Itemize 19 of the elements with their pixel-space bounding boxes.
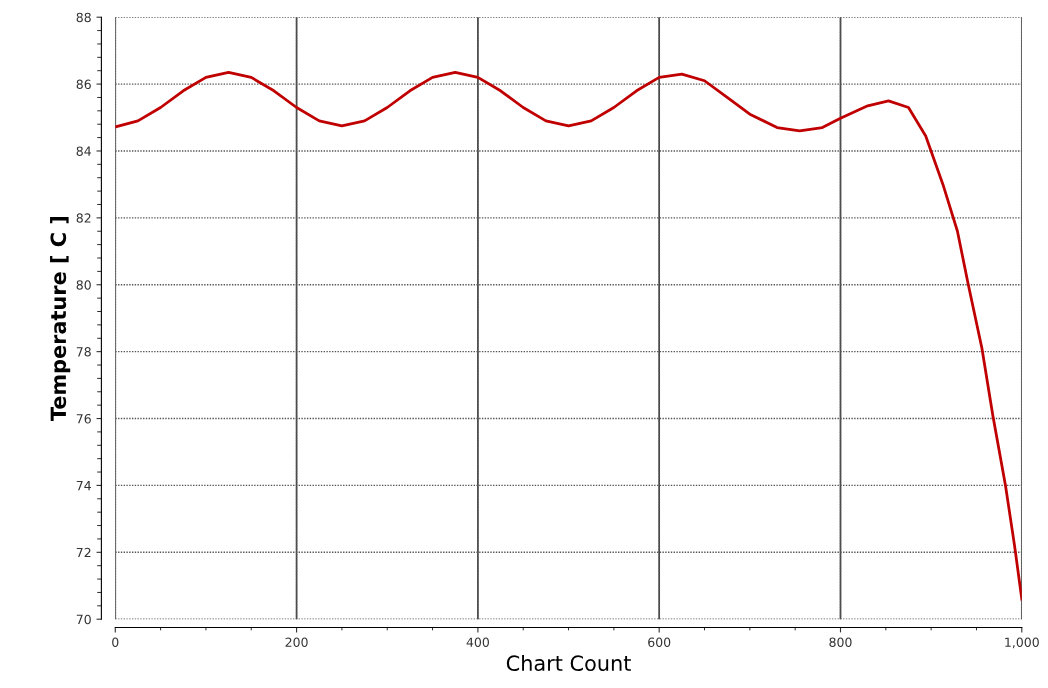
y-tick-label: 88 (76, 12, 91, 23)
y-tick-label: 84 (76, 146, 91, 156)
y-tick-label: 76 (76, 414, 91, 424)
x-axis-title: Chart Count (506, 654, 631, 672)
x-tick-label: 1,000 (1005, 637, 1039, 649)
x-tick-label: 0 (112, 637, 119, 647)
x-tick-label: 600 (648, 637, 671, 647)
x-tick-label: 200 (285, 637, 308, 647)
y-tick-label: 82 (76, 213, 91, 223)
y-tick-label: 70 (76, 614, 91, 625)
y-tick-label: 80 (76, 280, 91, 290)
x-tick-label: 400 (466, 637, 489, 647)
y-axis-title: Temperature [ C ] (50, 217, 71, 422)
line-series (115, 70, 1022, 601)
y-tick-label: 72 (76, 547, 91, 558)
y-tick-label: 78 (76, 347, 91, 357)
y-tick-label: 74 (76, 481, 91, 491)
y-tick-label: 86 (76, 79, 91, 90)
x-tick-label: 800 (829, 637, 852, 647)
